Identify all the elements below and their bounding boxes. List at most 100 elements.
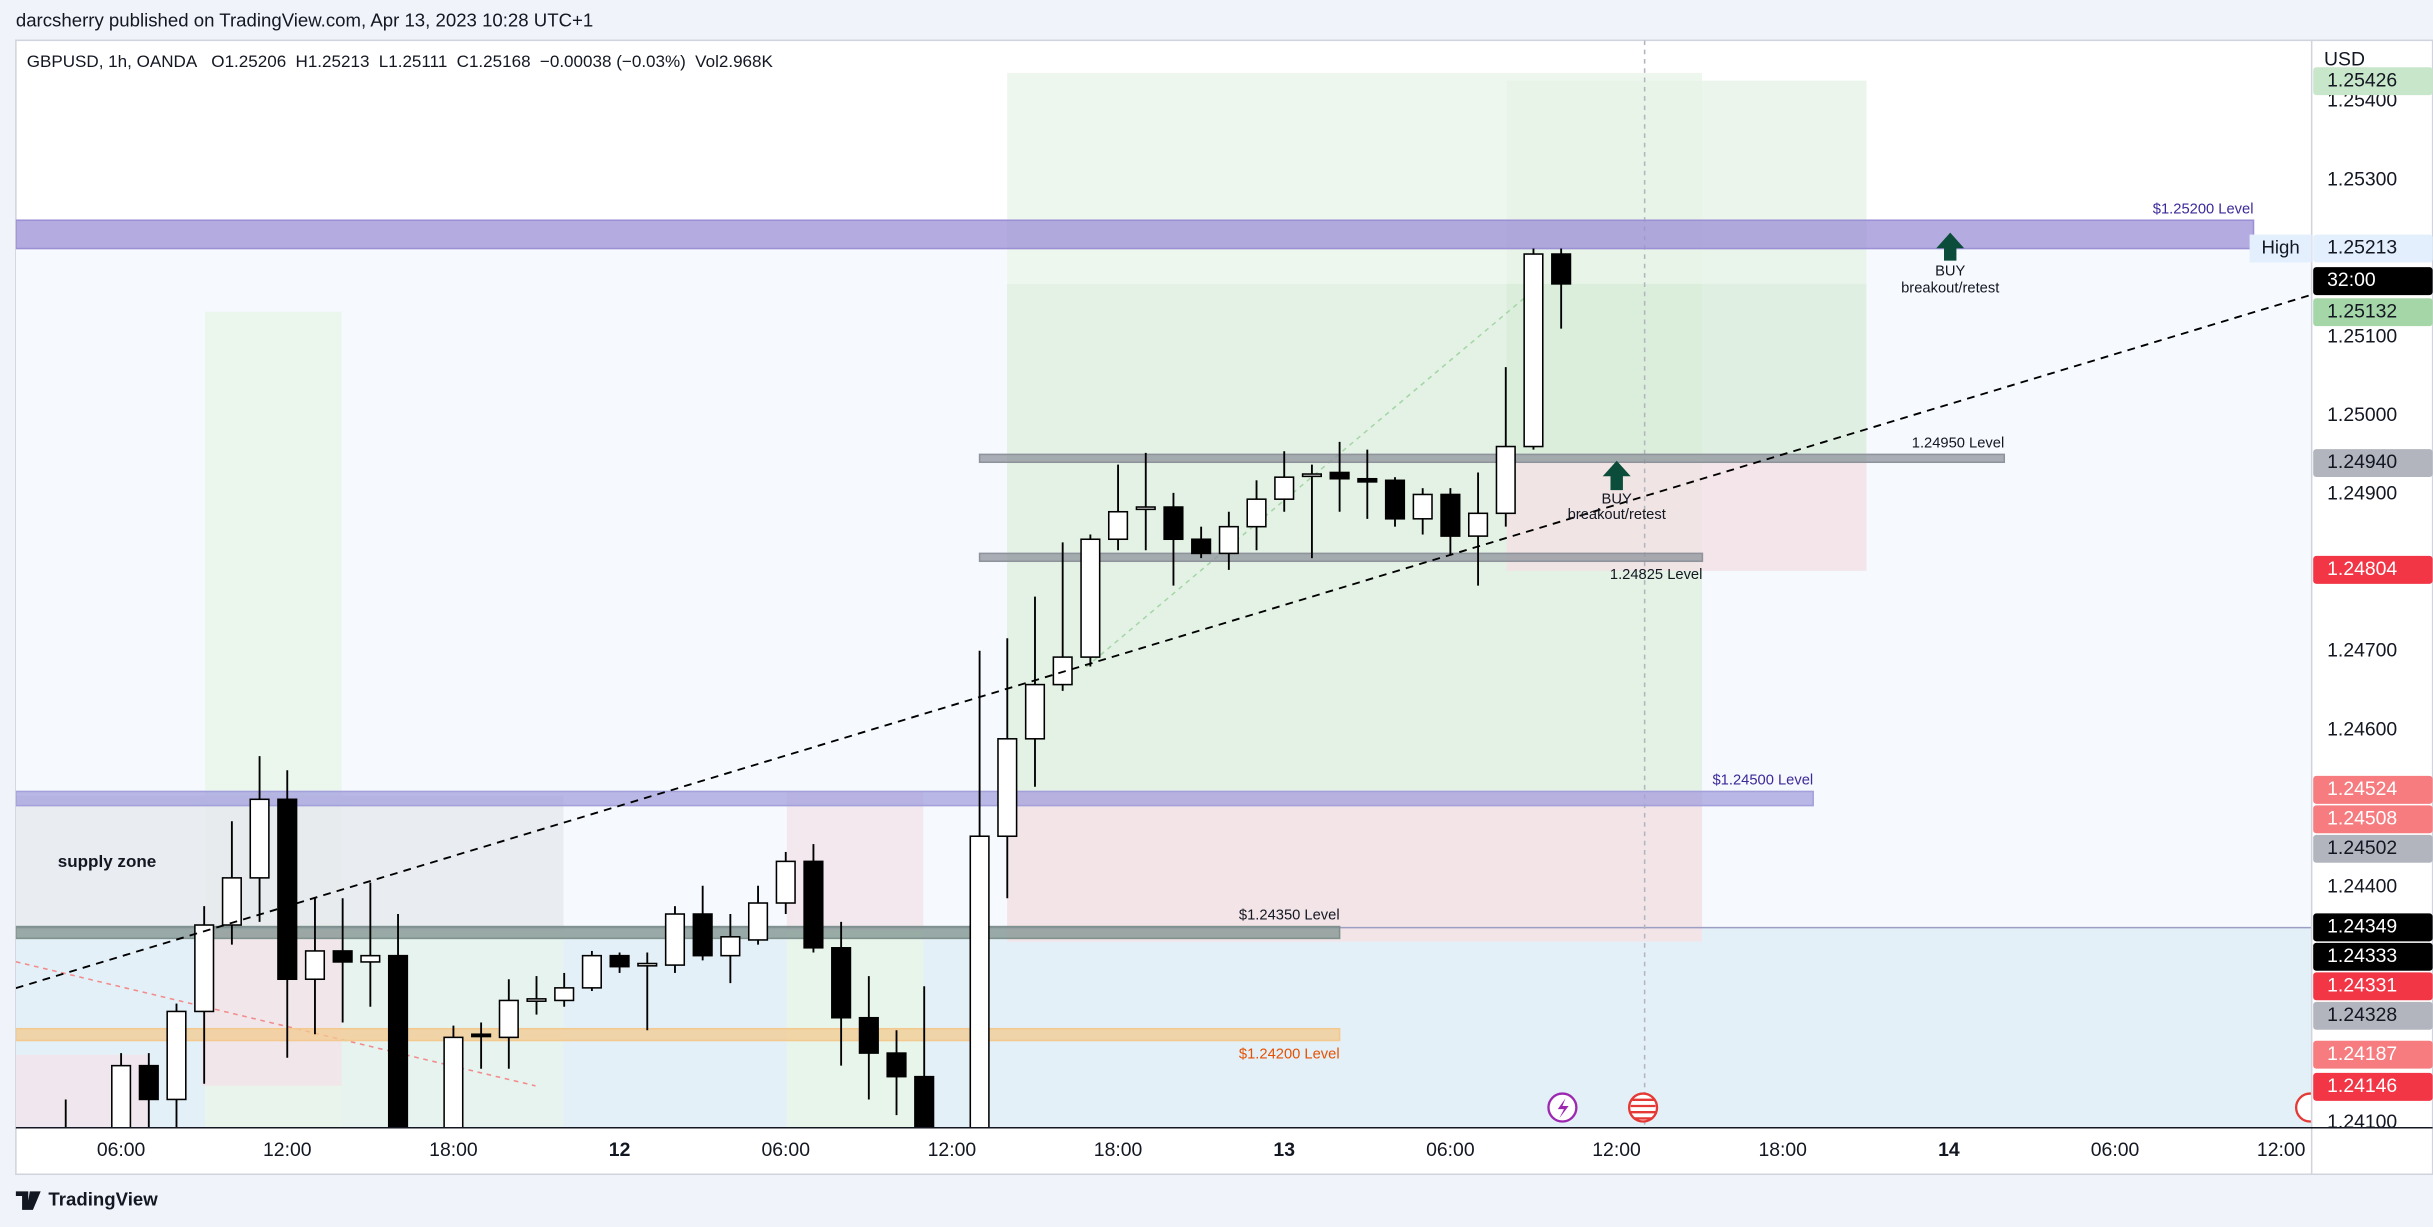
flag-stripes <box>1630 1098 1656 1120</box>
projection-line <box>1085 294 1529 668</box>
price-badge <box>2313 1072 2433 1101</box>
annotation: BUY <box>1935 263 1965 279</box>
level-label: $1.25200 Level <box>2153 201 2254 217</box>
y-tick-label: 1.25100 <box>2327 325 2397 347</box>
price-badge <box>2313 1001 2433 1030</box>
x-tick-label: 12:00 <box>928 1139 977 1161</box>
trend-line <box>15 293 2312 990</box>
candle-body <box>747 902 769 941</box>
candle-body <box>554 987 575 1002</box>
overlays <box>15 232 2324 1123</box>
candle-body <box>858 1016 879 1054</box>
price-badge <box>2313 942 2433 971</box>
buy-arrow <box>1602 460 1631 491</box>
candle-body <box>304 950 326 981</box>
legend-value: L1.25111 <box>379 52 448 71</box>
y-tick-label: 1.25300 <box>2327 168 2397 190</box>
candle-body <box>221 877 242 926</box>
price-badge <box>2313 67 2433 96</box>
candle-body <box>1523 253 1544 448</box>
candle-body <box>332 950 353 963</box>
long-zone <box>1506 80 1867 284</box>
x-tick-label: 18:00 <box>429 1139 478 1161</box>
level-band <box>978 453 2006 464</box>
level-label: $1.24500 Level <box>1712 772 1813 788</box>
price-badge <box>2313 298 2433 327</box>
publish-header: darcsherry published on TradingView.com,… <box>16 10 593 31</box>
x-tick-label: 18:00 <box>1094 1139 1143 1161</box>
candle-body <box>664 913 686 966</box>
legend-value: C1.25168 <box>457 52 531 71</box>
candle-body <box>471 1033 492 1038</box>
price-badge-label: 1.25213 <box>2327 237 2397 259</box>
lightning-icon <box>1557 1098 1569 1119</box>
badge-note: High <box>2261 236 2299 257</box>
x-tick-label: 06:00 <box>1426 1139 1475 1161</box>
price-badge-label: 1.24524 <box>2327 778 2397 800</box>
candle-body <box>277 798 298 981</box>
candle-body <box>1080 538 1101 658</box>
candles <box>64 248 1572 1128</box>
y-tick-label: 1.25400 <box>2327 90 2397 112</box>
price-badge <box>2313 267 2433 296</box>
level-label: $1.24200 Level <box>1239 1046 1340 1062</box>
price-badge <box>2313 555 2433 584</box>
price-badge <box>2313 449 2433 477</box>
y-tick-label: 1.24400 <box>2327 875 2397 897</box>
level-label: 1.24825 Level <box>1610 567 1702 583</box>
price-badge-label: 1.25132 <box>2327 300 2397 322</box>
candle-body <box>1163 506 1184 541</box>
y-tick-label: 1.24100 <box>2327 1111 2397 1133</box>
legend-value: H1.25213 <box>296 52 370 71</box>
price-badge <box>2313 972 2433 1001</box>
price-badge <box>2313 234 2433 263</box>
candle-body <box>831 947 852 1019</box>
price-badge-label: 1.24940 <box>2327 451 2397 473</box>
candle-body <box>1218 525 1239 555</box>
candle-body <box>387 954 409 1128</box>
level-band <box>978 552 1704 563</box>
candle-body <box>360 954 381 963</box>
level-band <box>15 790 1814 807</box>
price-badge-label: 1.24146 <box>2327 1075 2397 1097</box>
candle-body <box>637 962 658 967</box>
axes: USD 1.25400 1.25300 1.25100 1.25000 1.24900 1… <box>97 49 2398 1161</box>
candle-body <box>1191 538 1212 555</box>
x-tick-label: 06:00 <box>761 1139 810 1161</box>
x-tick-label: 13 <box>1273 1139 1295 1161</box>
level-band <box>15 219 2255 250</box>
candle-body <box>803 860 824 949</box>
candle-body <box>775 860 796 904</box>
badge-note-box <box>2249 234 2312 263</box>
candle-body <box>609 954 630 968</box>
y-tick-label: 1.24700 <box>2327 640 2397 662</box>
price-badge-label: 1.24333 <box>2327 945 2397 967</box>
candle-body <box>692 913 713 957</box>
candle-body <box>1274 476 1295 500</box>
candle-body <box>1135 506 1156 511</box>
price-badge <box>2313 834 2433 863</box>
price-badge-label: 32:00 <box>2327 269 2376 291</box>
x-tick-label: 12 <box>609 1139 631 1161</box>
candle-body <box>1412 493 1433 520</box>
candle-body <box>1246 498 1267 528</box>
x-tick-label: 14 <box>1938 1139 1960 1161</box>
level-label: $1.24350 Level <box>1239 908 1340 924</box>
candle-body <box>886 1052 907 1078</box>
price-badge-label: 1.24502 <box>2327 837 2397 859</box>
brand-name: TradingView <box>48 1189 158 1210</box>
us-flag-icon[interactable] <box>2294 1092 2324 1123</box>
candle-body <box>526 998 547 1002</box>
x-tick-label: 12:00 <box>1592 1139 1641 1161</box>
price-badge <box>2313 913 2433 942</box>
level-label: 1.24950 Level <box>1912 435 2004 451</box>
price-badge <box>2313 775 2433 804</box>
annotation: breakout/retest <box>1901 280 1999 296</box>
x-tick-label: 06:00 <box>97 1139 146 1161</box>
legend-value: O1.25206 <box>211 52 286 71</box>
candle-body <box>1329 471 1350 480</box>
y-tick-label: 1.25000 <box>2327 404 2397 426</box>
